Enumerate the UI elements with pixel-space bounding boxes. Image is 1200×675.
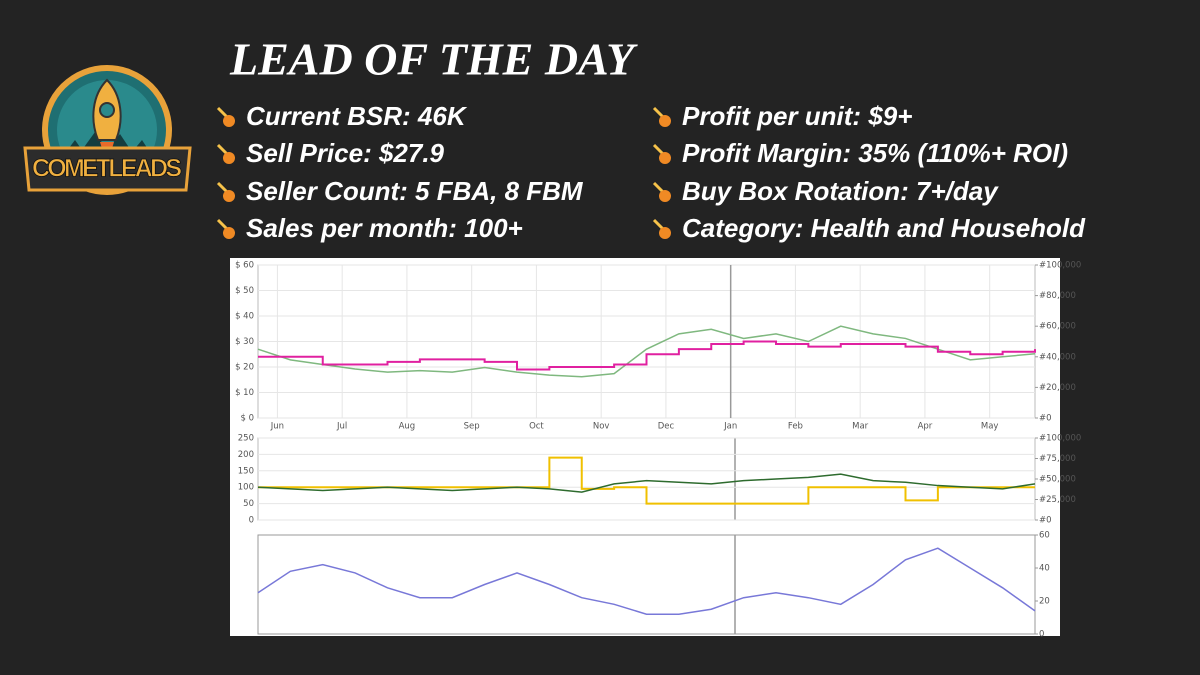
series-line (258, 456, 1035, 505)
y-tick-label: 0 (249, 516, 254, 526)
bullet: Seller Count: 5 FBA, 8 FBM (246, 176, 584, 206)
y2-tick-label: #20,000 (1039, 383, 1076, 393)
x-tick-label: Jun (270, 422, 284, 432)
title: LEAD OF THE DAY (229, 34, 638, 85)
chart-panel (230, 258, 1060, 636)
y2-tick-label: #25,000 (1039, 495, 1076, 505)
x-tick-label: Dec (658, 422, 675, 432)
bullet: Sell Price: $27.9 (246, 138, 445, 168)
y2-tick-label: 60 (1039, 531, 1050, 541)
x-tick-label: Mar (852, 422, 869, 432)
x-tick-label: Jul (336, 422, 347, 432)
y2-tick-label: 40 (1039, 564, 1050, 574)
y2-tick-label: #75,000 (1039, 454, 1076, 464)
x-tick-label: Nov (593, 422, 610, 432)
bullet: Profit per unit: $9+ (682, 101, 912, 131)
y-tick-label: $ 0 (240, 414, 254, 424)
y2-tick-label: #60,000 (1039, 322, 1076, 332)
series-line (257, 325, 1036, 378)
y2-tick-label: #0 (1039, 414, 1052, 424)
bullet-icons (216, 106, 671, 239)
y-tick-label: 50 (243, 499, 254, 509)
logo: COMETLEADS (23, 65, 192, 195)
bullet: Current BSR: 46K (246, 101, 468, 131)
y2-tick-label: 20 (1039, 597, 1050, 607)
bullet: Sales per month: 100+ (246, 213, 523, 243)
x-tick-label: Feb (788, 422, 803, 432)
x-tick-label: Jan (723, 422, 737, 432)
x-tick-label: Aug (399, 422, 416, 432)
bullet: Category: Health and Household (682, 213, 1086, 243)
y-tick-label: $ 50 (235, 286, 254, 296)
series-line (257, 473, 1036, 493)
y2-tick-label: #100,000 (1039, 261, 1081, 271)
x-tick-label: Sep (464, 422, 480, 432)
x-tick-label: Apr (918, 422, 933, 432)
y-tick-label: $ 30 (235, 337, 254, 347)
y-tick-label: $ 20 (235, 363, 254, 373)
y-tick-label: 150 (238, 466, 254, 476)
y2-tick-label: 0 (1039, 630, 1044, 640)
y-tick-label: $ 60 (235, 261, 254, 271)
x-tick-label: May (981, 422, 999, 432)
y2-tick-label: #40,000 (1039, 352, 1076, 362)
y-tick-label: 100 (238, 483, 254, 493)
y2-tick-label: #0 (1039, 516, 1052, 526)
y-tick-label: $ 40 (235, 312, 254, 322)
y-tick-label: 200 (238, 450, 254, 460)
charts: $ 0 $ 10 $ 20 $ 30 $ 40 $ 50 $ 60 #0 #20,000 #40,… (235, 261, 1081, 640)
plot-frame (257, 534, 1036, 635)
series-line (258, 340, 1036, 371)
y2-tick-label: #80,000 (1039, 291, 1076, 301)
y-tick-label: 250 (238, 434, 254, 444)
series-line (257, 547, 1036, 615)
bullet: Profit Margin: 35% (110%+ ROI) (682, 138, 1068, 168)
x-tick-label: Oct (529, 422, 544, 432)
y2-tick-label: #50,000 (1039, 475, 1076, 485)
y-tick-label: $ 10 (235, 388, 254, 398)
logo-text: COMETLEADS (32, 155, 182, 183)
y2-tick-label: #100,000 (1039, 434, 1081, 444)
bullet: Buy Box Rotation: 7+/day (682, 176, 999, 206)
